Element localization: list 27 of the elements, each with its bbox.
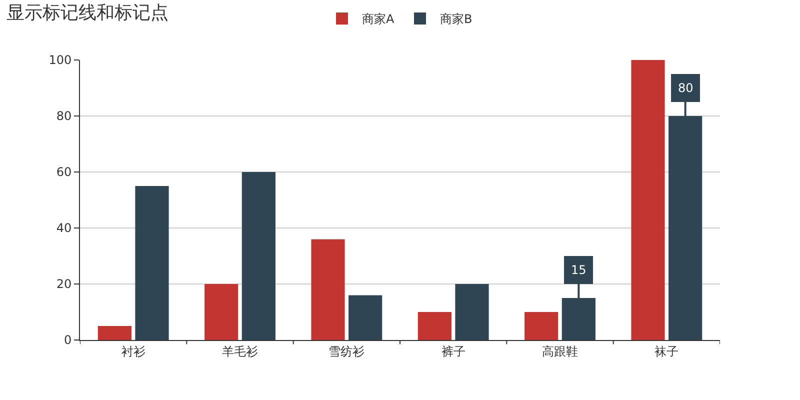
- y-tick-label: 0: [64, 333, 72, 348]
- bar: [204, 284, 238, 340]
- y-tick-label: 80: [56, 109, 72, 124]
- bar: [98, 326, 132, 340]
- y-tick-label: 20: [56, 277, 72, 292]
- y-tick-label: 100: [48, 53, 72, 68]
- x-tick-label: 雪纺衫: [328, 344, 365, 358]
- x-tick-label: 衬衫: [121, 344, 146, 358]
- legend-label: 商家B: [440, 12, 472, 26]
- x-tick-label: 羊毛衫: [222, 344, 258, 358]
- x-tick-label: 高跟鞋: [542, 344, 578, 358]
- bar: [418, 312, 452, 340]
- bar: [631, 60, 665, 340]
- bar: [242, 172, 276, 340]
- bar: [135, 186, 169, 340]
- x-tick-label: 裤子: [441, 344, 466, 358]
- chart-title: 显示标记线和标记点: [6, 2, 168, 24]
- bar: [524, 312, 558, 340]
- legend-label: 商家A: [362, 12, 395, 26]
- y-tick-label: 60: [56, 165, 72, 180]
- annotation: 15: [571, 263, 586, 277]
- bar: [348, 295, 382, 340]
- bar: [455, 284, 489, 340]
- bar: [311, 239, 345, 340]
- x-tick-label: 袜子: [654, 344, 679, 358]
- y-tick-label: 40: [56, 221, 72, 236]
- annotation: 80: [678, 81, 694, 95]
